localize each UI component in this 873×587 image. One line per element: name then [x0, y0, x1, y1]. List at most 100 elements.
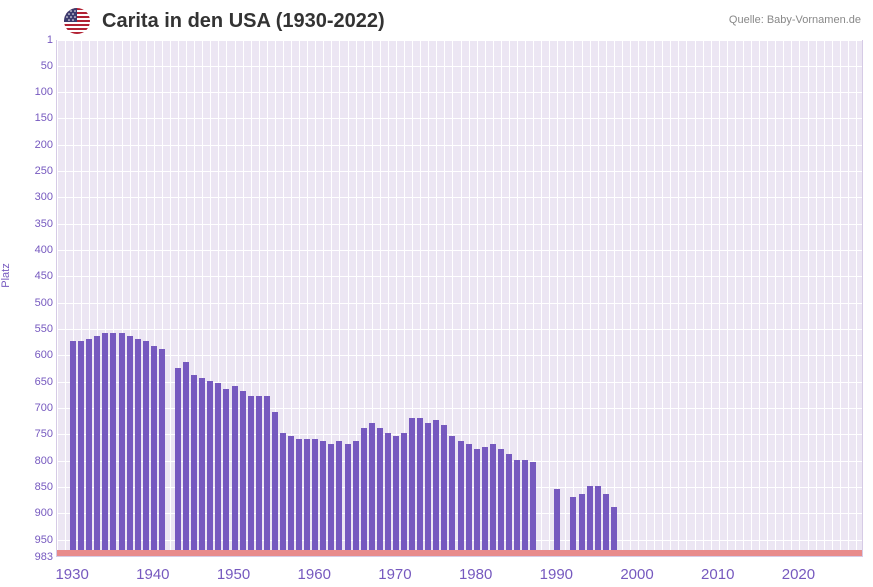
grid-line-h [57, 557, 862, 558]
grid-line-v [606, 40, 607, 556]
grid-line-v [646, 40, 647, 556]
y-tick: 200 [13, 139, 53, 151]
bar [304, 439, 310, 556]
grid-line-v [816, 40, 817, 556]
grid-line-v [719, 40, 720, 556]
grid-line-v [662, 40, 663, 556]
bar [458, 441, 464, 556]
bar [127, 336, 133, 556]
y-tick: 50 [13, 60, 53, 72]
grid-line-v [678, 40, 679, 556]
grid-line-v [57, 40, 58, 556]
plot-area [56, 40, 863, 557]
bar [207, 381, 213, 556]
grid-line-v [622, 40, 623, 556]
y-tick: 983 [13, 551, 53, 563]
bar [175, 368, 181, 556]
grid-line-v [638, 40, 639, 556]
y-tick: 1 [13, 34, 53, 46]
chart-header: Carita in den USA (1930-2022) [64, 8, 385, 34]
bar [449, 436, 455, 556]
bar [401, 433, 407, 556]
bar [102, 333, 108, 556]
grid-line-v [573, 40, 574, 556]
x-tick: 2010 [701, 566, 734, 583]
bar [143, 341, 149, 556]
bar [240, 391, 246, 556]
grid-line-v [848, 40, 849, 556]
grid-line-v [743, 40, 744, 556]
grid-line-v [557, 40, 558, 556]
bar [296, 439, 302, 556]
bar [425, 423, 431, 556]
y-tick: 300 [13, 191, 53, 203]
bar [336, 441, 342, 556]
y-tick: 850 [13, 481, 53, 493]
grid-line-v [686, 40, 687, 556]
bar [70, 341, 76, 556]
chart-container: Carita in den USA (1930-2022) Quelle: Ba… [0, 0, 873, 587]
grid-line-v [598, 40, 599, 556]
bar [474, 449, 480, 556]
grid-line-v [783, 40, 784, 556]
y-tick: 450 [13, 270, 53, 282]
grid-line-v [670, 40, 671, 556]
bar [514, 460, 520, 556]
bar [264, 396, 270, 556]
y-tick: 400 [13, 244, 53, 256]
bar [110, 333, 116, 556]
grid-line-v [630, 40, 631, 556]
grid-line-v [695, 40, 696, 556]
bar [320, 441, 326, 556]
bar [466, 444, 472, 556]
grid-line-v [541, 40, 542, 556]
bar [159, 349, 165, 556]
grid-line-v [735, 40, 736, 556]
bar [506, 454, 512, 556]
bar [288, 436, 294, 556]
bar [215, 383, 221, 556]
bar [94, 336, 100, 556]
x-tick: 2000 [620, 566, 653, 583]
bar [579, 494, 585, 556]
grid-line-v [549, 40, 550, 556]
y-tick: 100 [13, 86, 53, 98]
bar [78, 341, 84, 556]
bar [554, 489, 560, 556]
grid-line-v [614, 40, 615, 556]
bar [482, 447, 488, 557]
bar [530, 462, 536, 556]
bar [377, 428, 383, 556]
y-tick: 950 [13, 534, 53, 546]
bar [441, 425, 447, 556]
y-axis-label: Platz [0, 263, 12, 287]
grid-line-v [840, 40, 841, 556]
x-tick: 1960 [298, 566, 331, 583]
bar [280, 433, 286, 556]
x-tick: 1980 [459, 566, 492, 583]
x-tick: 1930 [55, 566, 88, 583]
bar [232, 386, 238, 556]
y-tick: 600 [13, 349, 53, 361]
y-tick: 900 [13, 507, 53, 519]
y-tick: 350 [13, 218, 53, 230]
x-tick: 1990 [540, 566, 573, 583]
grid-line-v [791, 40, 792, 556]
x-tick: 2020 [782, 566, 815, 583]
bar [393, 436, 399, 556]
grid-line-v [170, 40, 171, 556]
bar [417, 418, 423, 556]
bar [183, 362, 189, 556]
x-tick: 1970 [378, 566, 411, 583]
bar [587, 486, 593, 556]
y-tick: 750 [13, 428, 53, 440]
bottom-band [57, 550, 862, 556]
grid-line-v [654, 40, 655, 556]
bar [223, 389, 229, 556]
grid-line-v [767, 40, 768, 556]
grid-line-v [582, 40, 583, 556]
grid-line-v [565, 40, 566, 556]
bar [490, 444, 496, 556]
y-tick: 700 [13, 402, 53, 414]
bar [345, 444, 351, 556]
